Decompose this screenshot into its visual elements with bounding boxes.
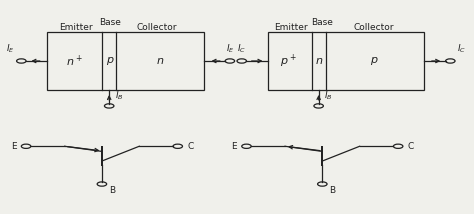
Text: B: B xyxy=(109,186,115,195)
Text: $I_E$: $I_E$ xyxy=(226,42,235,55)
Text: B: B xyxy=(329,186,336,195)
Text: $n$: $n$ xyxy=(315,56,324,66)
Text: $n^+$: $n^+$ xyxy=(66,53,82,69)
Text: Base: Base xyxy=(99,18,121,27)
Text: $I_B$: $I_B$ xyxy=(115,89,124,102)
Text: $I_C$: $I_C$ xyxy=(237,42,246,55)
Text: Collector: Collector xyxy=(137,22,177,31)
Text: E: E xyxy=(231,142,237,151)
Text: $I_B$: $I_B$ xyxy=(324,89,333,102)
Text: Emitter: Emitter xyxy=(59,22,92,31)
Text: $p$: $p$ xyxy=(106,55,114,67)
Text: Collector: Collector xyxy=(354,22,394,31)
Text: $I_C$: $I_C$ xyxy=(457,42,466,55)
Text: Base: Base xyxy=(311,18,334,27)
Text: $I_E$: $I_E$ xyxy=(6,42,14,55)
Text: C: C xyxy=(187,142,193,151)
Text: $n$: $n$ xyxy=(156,56,164,66)
Text: $p$: $p$ xyxy=(370,55,378,67)
Text: E: E xyxy=(11,142,17,151)
Text: Emitter: Emitter xyxy=(274,22,308,31)
Text: C: C xyxy=(408,142,414,151)
Text: $p^+$: $p^+$ xyxy=(280,52,297,70)
